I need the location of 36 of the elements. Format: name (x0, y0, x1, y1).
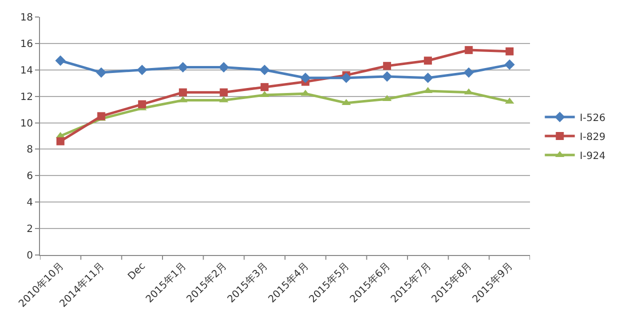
y-tick-label: 16 (20, 38, 33, 50)
point (422, 72, 434, 84)
y-tick-label: 12 (20, 92, 33, 103)
point (341, 72, 352, 84)
point (464, 46, 473, 54)
point (260, 83, 269, 92)
point (383, 62, 392, 70)
point (506, 47, 514, 56)
point (300, 72, 311, 84)
y-tick-label: 6 (26, 171, 33, 182)
point (504, 59, 515, 70)
point (96, 67, 106, 78)
point (382, 71, 392, 82)
y-tick-label: 18 (20, 12, 33, 24)
legend-label: I-526 (580, 112, 606, 124)
legend-label: I-829 (580, 132, 606, 143)
point (178, 88, 187, 96)
x-tick-label: Dec (126, 260, 148, 282)
point (424, 56, 432, 65)
y-tick-label: 8 (26, 144, 33, 156)
y-tick-label: 4 (26, 198, 33, 209)
point (218, 62, 229, 72)
point (220, 88, 228, 96)
y-tick-label: 2 (26, 224, 33, 236)
point (136, 64, 148, 76)
point (55, 55, 66, 66)
point (56, 137, 64, 146)
legend-label: I-924 (580, 150, 606, 162)
y-tick-label: 14 (20, 65, 33, 76)
y-tick-label: 10 (20, 118, 33, 130)
point (178, 62, 188, 72)
point (464, 67, 474, 78)
point (97, 112, 106, 120)
point (259, 64, 270, 76)
y-tick-label: 0 (26, 250, 33, 262)
point (138, 100, 146, 108)
